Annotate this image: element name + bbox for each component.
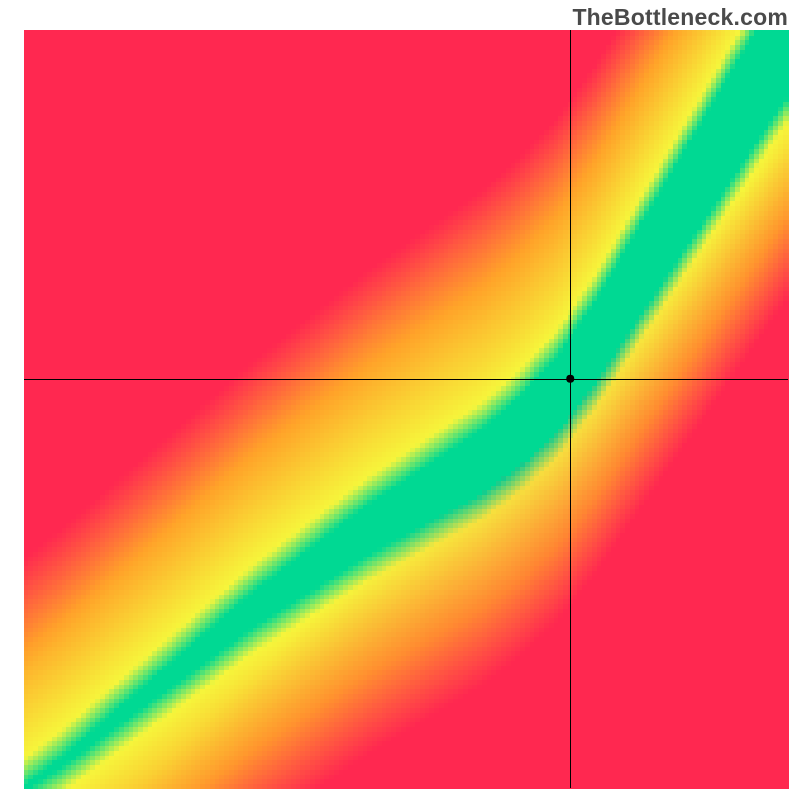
watermark-text: TheBottleneck.com	[572, 4, 788, 31]
chart-container: TheBottleneck.com	[0, 0, 800, 800]
bottleneck-heatmap	[0, 0, 800, 800]
